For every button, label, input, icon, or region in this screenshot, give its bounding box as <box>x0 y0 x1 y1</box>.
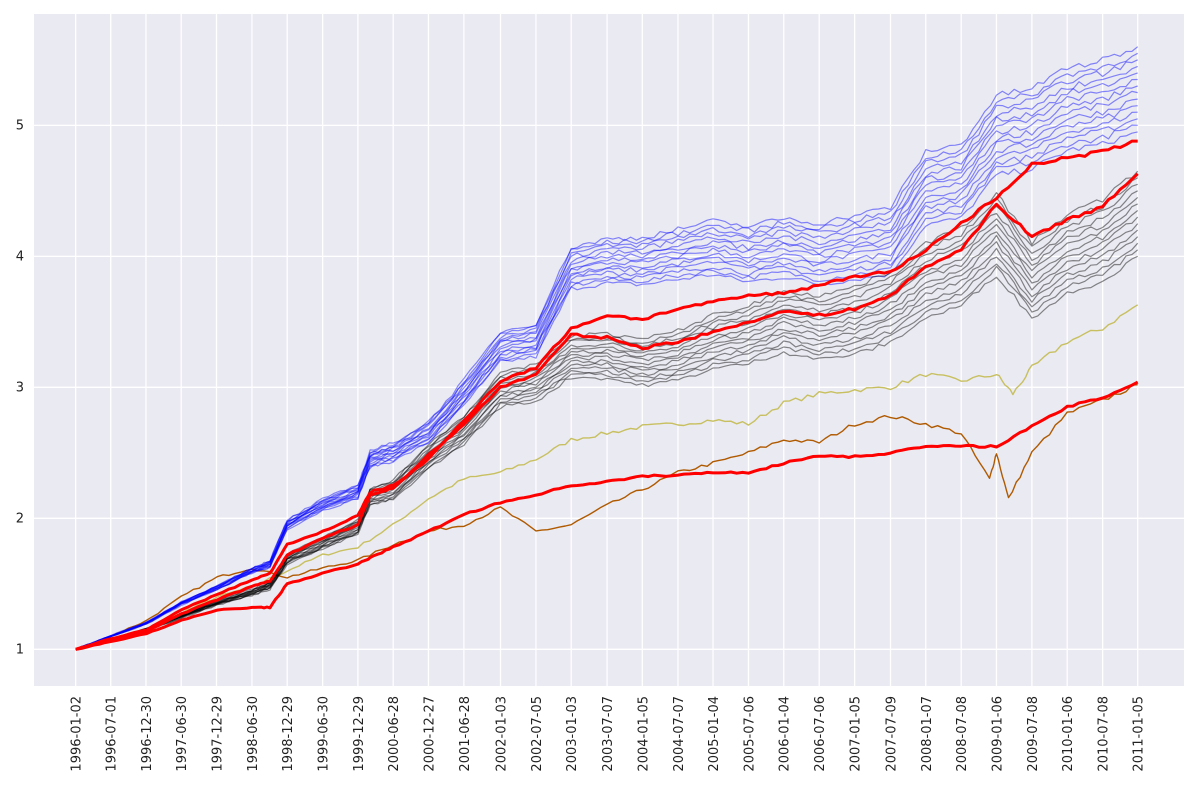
series-line <box>75 229 1139 650</box>
y-tick-label: 5 <box>16 118 24 133</box>
x-tick-label: 1999-06-30 <box>317 696 332 772</box>
series-line <box>75 203 1138 650</box>
y-tick-label: 4 <box>16 249 24 264</box>
x-tick-label: 2004-01-05 <box>636 696 651 772</box>
series-line <box>75 124 1138 650</box>
plot-background <box>34 14 1184 686</box>
series-line <box>75 183 1138 650</box>
series-line <box>75 223 1139 650</box>
series-line <box>75 190 1138 650</box>
y-tick-labels: 1 2 3 4 5 <box>16 118 24 657</box>
x-tick-label: 2004-07-07 <box>672 696 687 772</box>
x-tick-label: 2009-07-08 <box>1026 696 1041 772</box>
x-tick-label: 1997-06-30 <box>175 696 190 772</box>
series-line <box>75 90 1138 650</box>
series-line <box>75 65 1138 650</box>
x-tick-label: 2011-01-05 <box>1132 696 1147 772</box>
series-line <box>75 131 1138 650</box>
x-tick-label: 2010-07-08 <box>1097 696 1112 772</box>
x-tick-label: 2010-01-06 <box>1061 696 1076 772</box>
x-tick-label: 2000-12-27 <box>422 696 437 772</box>
x-tick-label: 2003-07-07 <box>601 696 616 772</box>
series-line <box>75 72 1138 650</box>
y-tick-label: 3 <box>16 380 24 395</box>
series-line <box>75 236 1139 650</box>
x-tick-label: 2008-07-08 <box>955 696 970 772</box>
x-tick-labels: 1996-01-02 1996-07-01 1996-12-30 1997-06-30… <box>70 696 1147 772</box>
series-line <box>75 111 1138 650</box>
x-tick-label: 1999-12-29 <box>352 696 367 772</box>
series-line <box>75 59 1138 650</box>
series-line <box>75 46 1139 650</box>
series-line <box>75 380 1139 651</box>
y-tick-label: 1 <box>16 642 24 657</box>
x-tick-label: 2002-07-05 <box>530 696 545 772</box>
series-line <box>75 255 1138 650</box>
x-tick-label: 2009-01-06 <box>990 696 1005 772</box>
series-line <box>75 78 1138 650</box>
x-tick-label: 2002-01-03 <box>495 696 510 772</box>
series-line <box>75 139 1138 651</box>
x-tick-label: 1996-07-01 <box>105 696 120 772</box>
grid-lines <box>34 14 1184 686</box>
x-tick-label: 2006-07-06 <box>813 696 828 772</box>
x-tick-label: 2005-01-04 <box>707 696 722 772</box>
series-line <box>75 52 1138 650</box>
x-tick-label: 1998-12-29 <box>281 696 296 772</box>
x-tick-label: 2007-01-05 <box>849 696 864 772</box>
x-tick-label: 2007-07-09 <box>884 696 899 772</box>
x-tick-label: 2003-01-03 <box>565 696 580 772</box>
series-line <box>75 172 1139 651</box>
x-tick-label: 1998-06-30 <box>246 696 261 772</box>
series-line <box>75 85 1138 650</box>
x-tick-label: 1996-01-02 <box>70 696 85 772</box>
x-tick-label: 2000-06-28 <box>387 696 402 772</box>
x-tick-label: 2001-06-28 <box>458 696 473 772</box>
x-tick-label: 2006-01-04 <box>778 696 793 772</box>
series-line <box>75 249 1139 650</box>
series-line <box>75 196 1139 650</box>
series-line <box>75 384 1138 650</box>
series-line <box>75 118 1138 650</box>
x-tick-label: 1997-12-29 <box>210 696 225 772</box>
series-line <box>75 210 1139 650</box>
series-line <box>75 216 1139 650</box>
series-line <box>75 105 1138 650</box>
series-lines <box>75 46 1139 651</box>
series-line <box>75 98 1138 650</box>
x-tick-label: 1996-12-30 <box>140 696 155 772</box>
y-tick-label: 2 <box>16 511 24 526</box>
series-line <box>75 177 1138 650</box>
series-line <box>75 242 1139 650</box>
x-tick-label: 2008-01-07 <box>920 696 935 772</box>
x-tick-label: 2005-07-06 <box>742 696 757 772</box>
